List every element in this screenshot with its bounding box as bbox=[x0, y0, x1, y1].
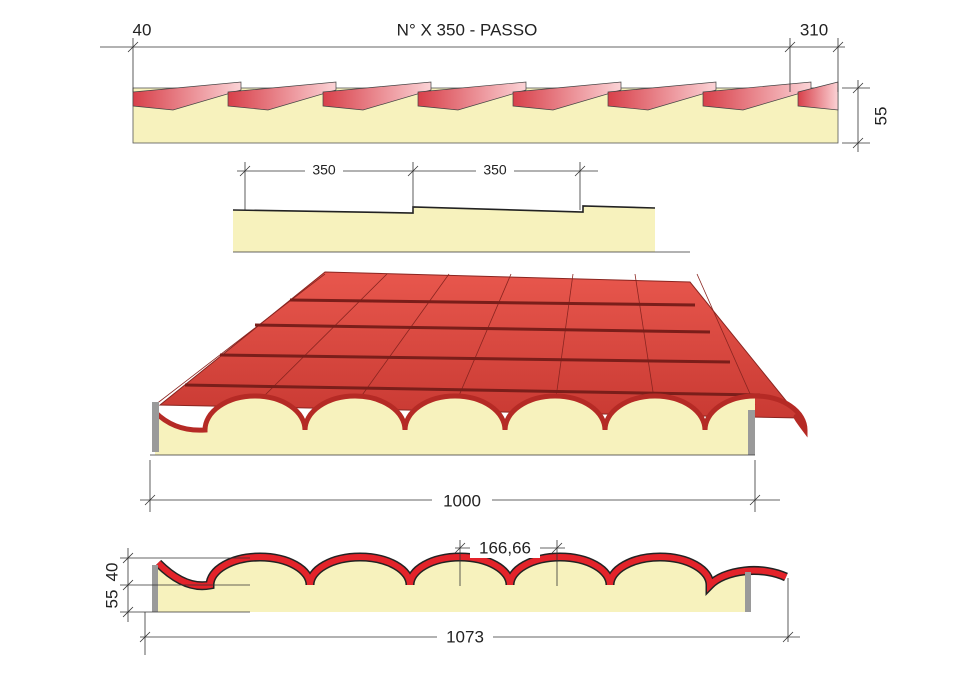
dimension-tick bbox=[574, 165, 586, 177]
dimension-label: 55 bbox=[871, 107, 890, 126]
label-bg bbox=[470, 538, 540, 558]
label-bg bbox=[432, 490, 492, 510]
tile bbox=[702, 81, 812, 111]
dimension-tick bbox=[852, 137, 864, 149]
dimension-label: 40 bbox=[133, 20, 152, 39]
tile bbox=[132, 81, 242, 111]
dimension-tick bbox=[551, 542, 563, 554]
dimension-tick bbox=[784, 41, 796, 53]
dimension-tick bbox=[122, 579, 134, 591]
tile-course bbox=[254, 323, 711, 334]
panel-face bbox=[153, 393, 808, 438]
edge-seal bbox=[152, 402, 159, 452]
dimension-tick bbox=[852, 82, 864, 94]
dimension-label: 350 bbox=[483, 162, 507, 178]
dimension-tick bbox=[832, 41, 844, 53]
dimension-tick bbox=[144, 494, 156, 506]
dimension-tick bbox=[122, 552, 134, 564]
dimension-tick bbox=[139, 631, 151, 643]
dimension-label: 166,66 bbox=[479, 538, 531, 557]
tile-ridge bbox=[254, 273, 388, 406]
dimension-tick bbox=[122, 606, 134, 618]
tile bbox=[797, 81, 839, 111]
tile bbox=[417, 81, 527, 111]
tile bbox=[512, 81, 622, 111]
dimension-label: 40 bbox=[102, 563, 121, 582]
dimension-label: 350 bbox=[312, 162, 336, 178]
edge-seal bbox=[748, 410, 755, 455]
dimension-tick bbox=[407, 165, 419, 177]
layer: 40 N° X 350 - PASSO 310 55 350 350 1000 166,66 4… bbox=[100, 20, 890, 655]
panel-detail bbox=[233, 206, 655, 252]
tile-ridge bbox=[634, 273, 656, 406]
dimension-tick bbox=[749, 494, 761, 506]
tile-course bbox=[184, 383, 761, 397]
edge-seal bbox=[745, 572, 751, 612]
tile-ridge bbox=[454, 273, 512, 406]
dimension-label: N° X 350 - PASSO bbox=[397, 20, 538, 39]
section-skin bbox=[155, 554, 788, 593]
tile-course bbox=[219, 353, 731, 364]
dimension-tick bbox=[127, 41, 139, 53]
label-bg bbox=[476, 162, 514, 180]
dimension-label: 55 bbox=[102, 590, 121, 609]
tile-ridge bbox=[154, 273, 326, 406]
dimension-tick bbox=[239, 165, 251, 177]
dimension-label: 1000 bbox=[443, 491, 481, 510]
dimension-tick bbox=[782, 631, 794, 643]
panel-core bbox=[155, 396, 755, 455]
dimension-label: 1073 bbox=[446, 627, 484, 646]
tile bbox=[227, 81, 337, 111]
label-bg bbox=[305, 162, 343, 180]
tile-course bbox=[289, 298, 696, 307]
tile-ridge bbox=[696, 273, 756, 406]
tile bbox=[322, 81, 432, 111]
tile bbox=[607, 81, 717, 111]
dimension-tick bbox=[454, 542, 466, 554]
tile-ridge bbox=[554, 273, 574, 406]
edge-seal bbox=[152, 565, 158, 612]
panel-detail-edge bbox=[232, 205, 656, 214]
label-bg bbox=[437, 627, 493, 647]
tile-ridge bbox=[354, 273, 450, 406]
dimension-label: 310 bbox=[800, 20, 828, 39]
